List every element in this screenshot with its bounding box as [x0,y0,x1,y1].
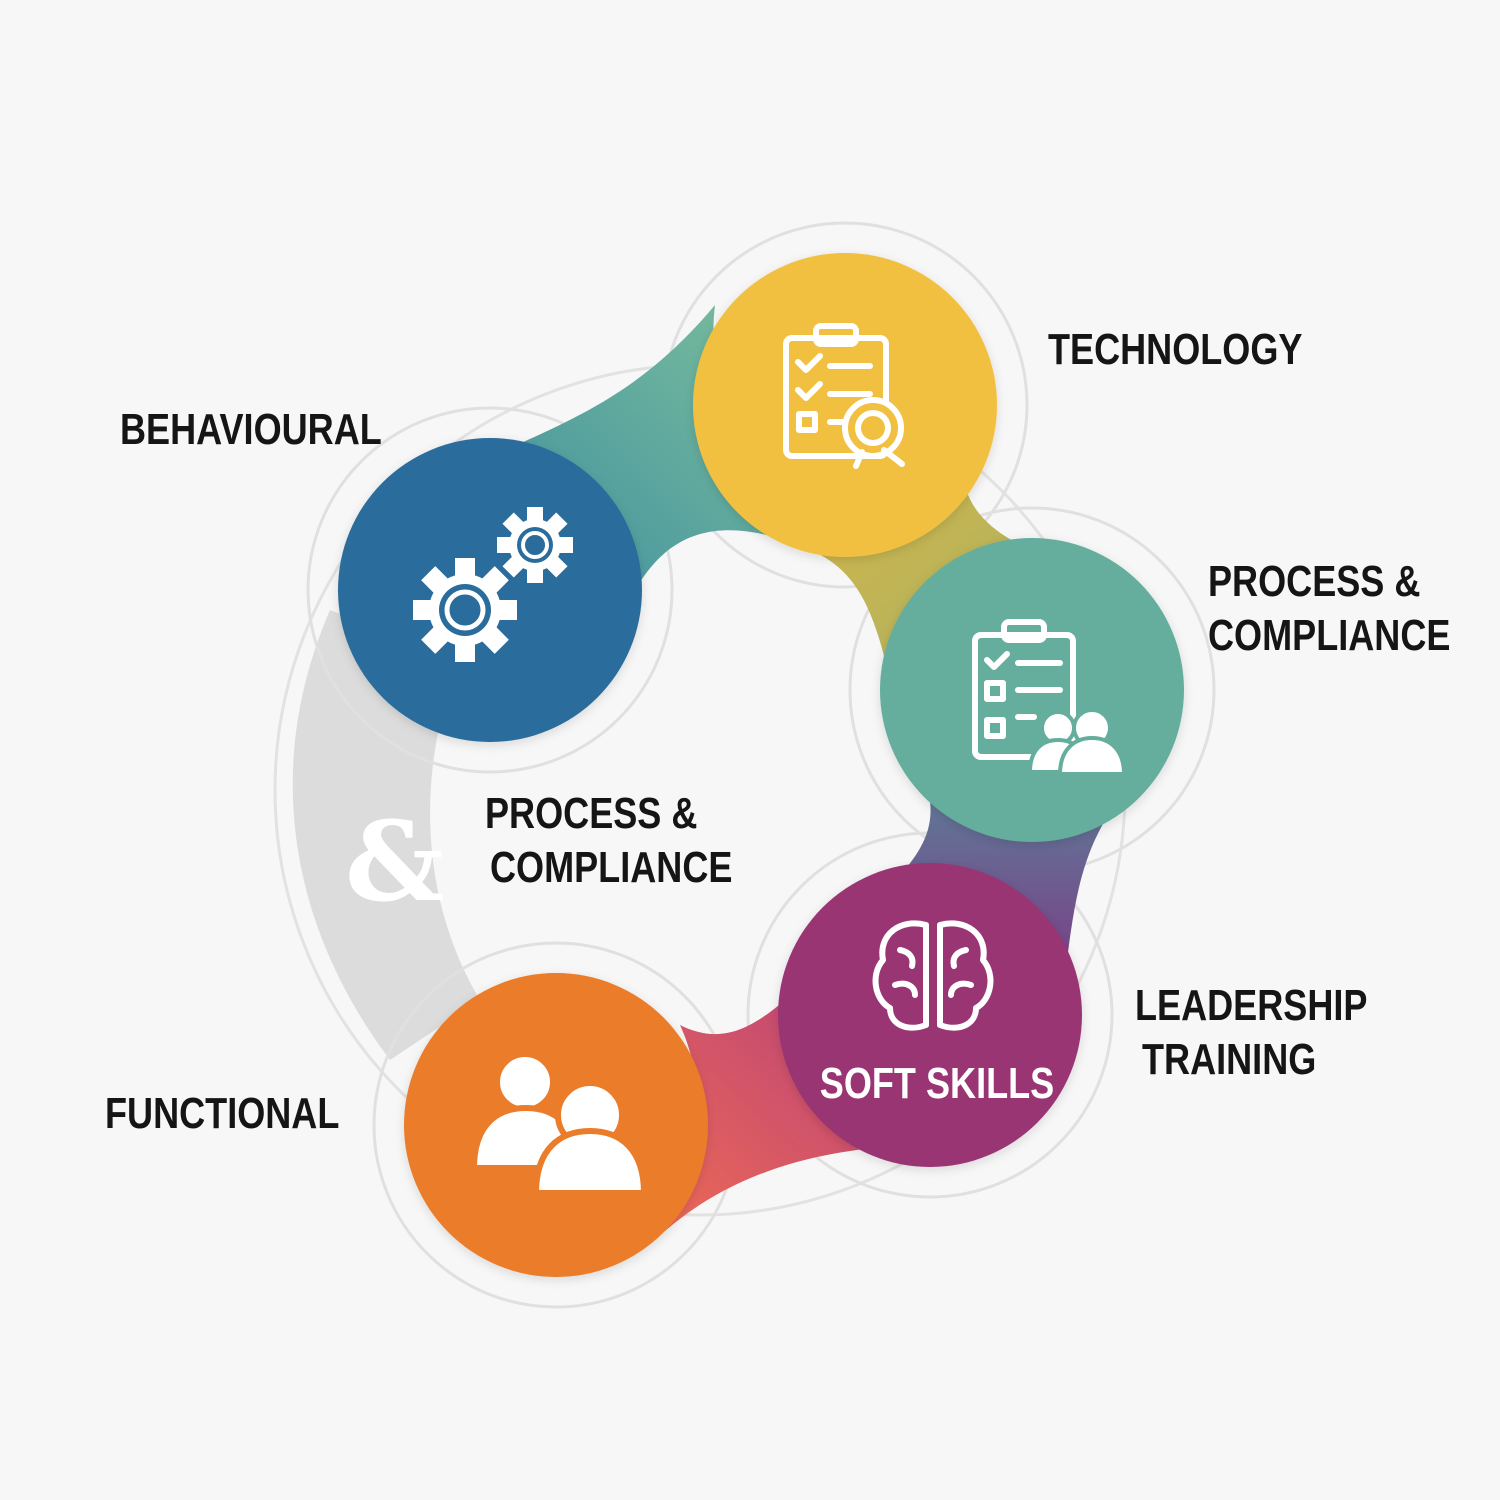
soft-skills-label: SOFT SKILLS [820,1059,1054,1108]
label-technology: TECHNOLOGY [1048,325,1303,374]
clipboard-people-icon [972,619,1127,776]
label-functional: FUNCTIONAL [105,1089,339,1138]
node-leadership-soft-skills[interactable]: SOFT SKILLS [778,863,1082,1167]
node-technology[interactable] [693,253,997,557]
ampersand-mark: & [345,797,444,926]
label-process-center-line2: COMPLIANCE [490,843,732,892]
clipboard-checklist-badge-icon [783,323,905,469]
node-behavioural[interactable] [338,438,642,742]
people-icon [470,1051,648,1196]
label-process-center-line1: PROCESS & [485,789,697,838]
brain-icon [872,920,994,1031]
label-behavioural: BEHAVIOURAL [120,405,382,454]
connector-leadership-functional [655,1000,910,1240]
node-process-compliance[interactable] [880,538,1184,842]
label-process-right-line1: PROCESS & [1208,557,1420,606]
node-functional[interactable] [404,973,708,1277]
gears-icon [413,507,573,662]
connector-behavioural-technology [495,305,800,600]
label-leadership-line2: TRAINING [1142,1035,1316,1084]
labels: BEHAVIOURAL TECHNOLOGY PROCESS & COMPLIA… [105,325,1450,1138]
connector-technology-process [795,420,1085,660]
label-process-right-line2: COMPLIANCE [1208,611,1450,660]
label-leadership-line1: LEADERSHIP [1135,981,1367,1030]
